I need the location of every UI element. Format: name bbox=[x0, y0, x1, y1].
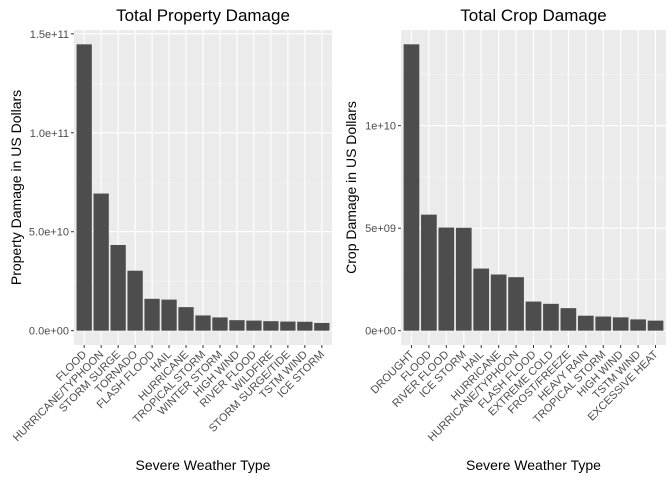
crop-y-tick-label: 5e+09 bbox=[365, 223, 396, 235]
crop-bar-0 bbox=[403, 44, 420, 331]
property-bar-12 bbox=[280, 321, 296, 331]
property-bar-0 bbox=[76, 44, 92, 331]
property-y-axis: 0.0e+00 5.0e+10 1.0e+11 1.5e+11 bbox=[29, 29, 74, 338]
property-y-tick-label: 0.0e+00 bbox=[29, 326, 69, 338]
crop-y-tick-label: 0e+00 bbox=[365, 326, 396, 338]
property-bar-6 bbox=[178, 307, 194, 331]
crop-bar-13 bbox=[630, 319, 646, 331]
property-bar-10 bbox=[246, 320, 262, 331]
crop-bar-9 bbox=[560, 308, 577, 331]
property-chart-title: Total Property Damage bbox=[116, 6, 290, 25]
crop-x-axis-title: Severe Weather Type bbox=[466, 457, 601, 473]
property-y-tick-label: 5.0e+10 bbox=[29, 227, 69, 239]
property-y-tick-label: 1.5e+11 bbox=[30, 29, 69, 41]
crop-bars bbox=[403, 44, 664, 331]
crop-bar-5 bbox=[490, 274, 507, 331]
property-bar-4 bbox=[144, 298, 160, 331]
crop-bar-7 bbox=[525, 301, 542, 331]
crop-bar-4 bbox=[473, 268, 490, 331]
crop-bar-3 bbox=[455, 227, 472, 331]
property-bar-7 bbox=[195, 315, 211, 331]
crop-y-tick-label: 1e+10 bbox=[365, 121, 396, 133]
property-bar-13 bbox=[297, 321, 313, 331]
crop-bar-1 bbox=[421, 214, 437, 331]
property-bar-3 bbox=[127, 270, 143, 331]
crop-y-axis: 0e+00 5e+09 1e+10 bbox=[365, 121, 401, 338]
crop-bar-10 bbox=[577, 315, 594, 331]
property-bar-2 bbox=[110, 244, 126, 331]
crop-bar-6 bbox=[508, 277, 524, 331]
property-bar-1 bbox=[93, 193, 109, 331]
property-y-tick-label: 1.0e+11 bbox=[30, 128, 69, 140]
property-bar-11 bbox=[263, 321, 279, 331]
crop-chart-title: Total Crop Damage bbox=[460, 6, 606, 25]
crop-bar-12 bbox=[612, 317, 629, 331]
crop-bar-2 bbox=[438, 227, 455, 331]
property-y-axis-title: Property Damage in US Dollars bbox=[8, 90, 24, 285]
property-bars bbox=[76, 44, 330, 331]
crop-y-axis-title: Crop Damage in US Dollars bbox=[343, 101, 359, 274]
crop-bar-11 bbox=[595, 316, 612, 331]
property-x-axis-title: Severe Weather Type bbox=[136, 457, 271, 473]
property-bar-8 bbox=[212, 317, 228, 331]
property-bar-5 bbox=[161, 299, 177, 331]
crop-bar-14 bbox=[647, 320, 664, 331]
crop-bar-8 bbox=[543, 303, 559, 331]
property-bar-14 bbox=[314, 322, 330, 331]
property-bar-9 bbox=[229, 320, 245, 331]
